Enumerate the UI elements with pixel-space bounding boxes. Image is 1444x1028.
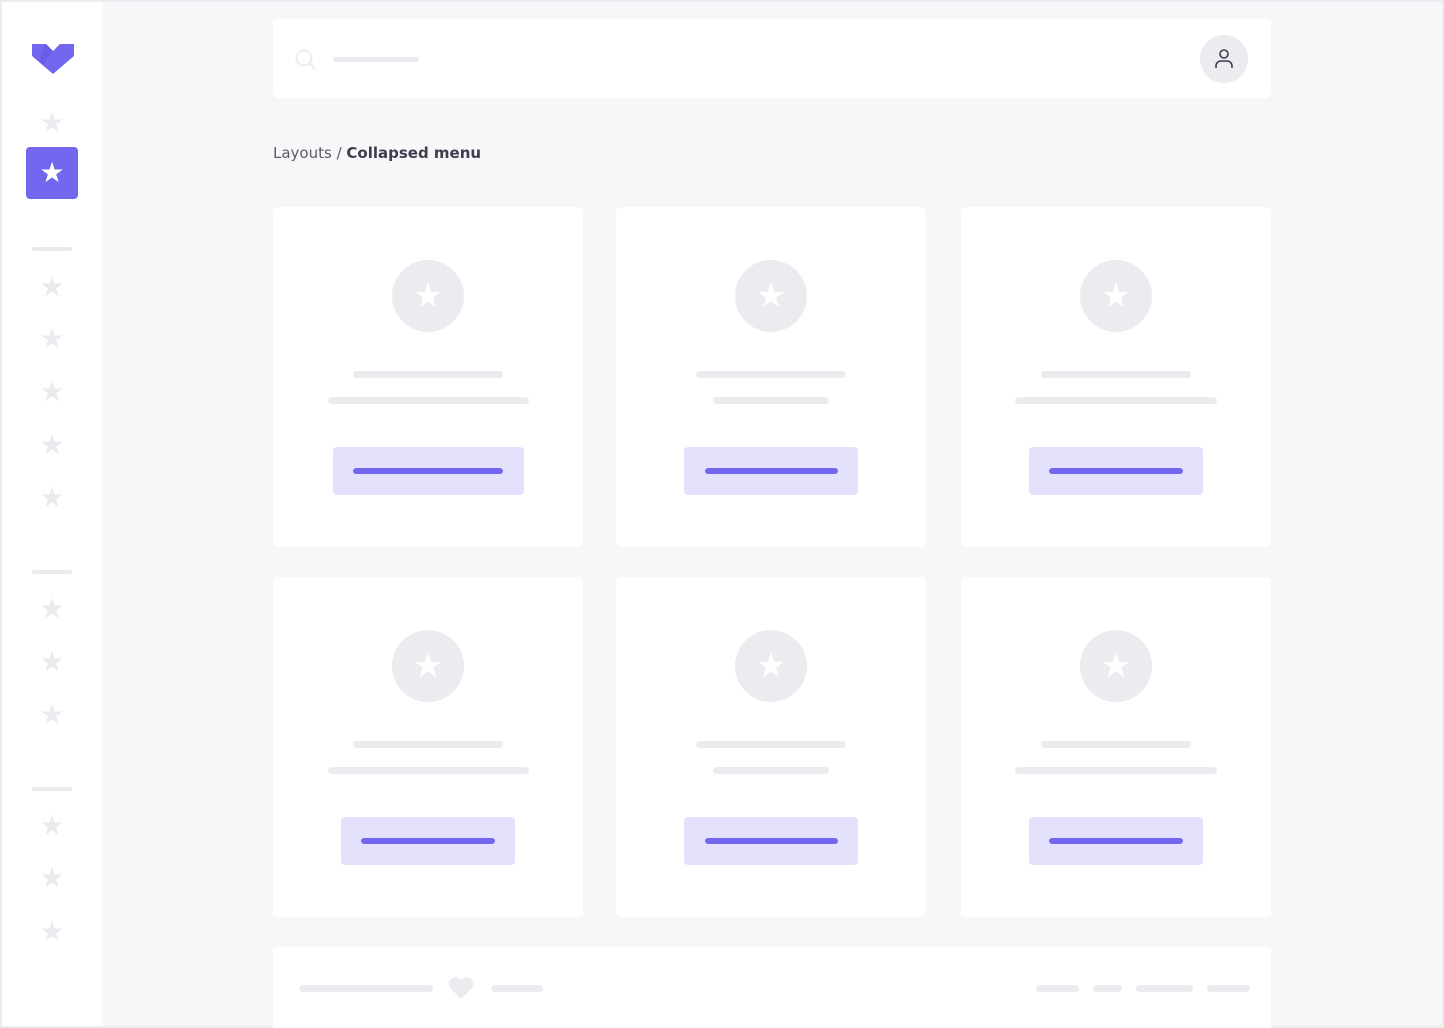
footer-link[interactable] (1036, 985, 1079, 992)
card-title-placeholder (1041, 371, 1191, 378)
star-icon: ★ (392, 630, 464, 702)
star-icon: ★ (39, 809, 65, 842)
sidebar-item[interactable]: ★ (38, 431, 66, 459)
card-title-placeholder (696, 741, 846, 748)
footer-link[interactable] (1136, 985, 1193, 992)
star-icon: ★ (392, 260, 464, 332)
breadcrumb-current: Collapsed menu (346, 144, 482, 162)
sidebar-item[interactable]: ★ (38, 701, 66, 729)
card-text-placeholder (1015, 397, 1217, 404)
card: ★ (616, 577, 926, 917)
footer-link[interactable] (1093, 985, 1122, 992)
card-button[interactable] (684, 817, 858, 865)
breadcrumb-parent[interactable]: Layouts (273, 144, 332, 162)
sidebar-item[interactable]: ★ (38, 378, 66, 406)
card-button[interactable] (333, 447, 524, 495)
button-label-placeholder (361, 838, 495, 844)
search-input[interactable] (333, 57, 419, 62)
button-label-placeholder (705, 468, 838, 474)
sidebar-item[interactable]: ★ (38, 484, 66, 512)
star-icon: ★ (39, 645, 65, 678)
button-label-placeholder (705, 838, 838, 844)
sidebar-item[interactable]: ★ (38, 864, 66, 892)
card-text-placeholder (713, 767, 829, 774)
user-icon (1215, 49, 1233, 68)
star-icon: ★ (735, 630, 807, 702)
button-label-placeholder (1049, 838, 1183, 844)
star-icon: ★ (39, 861, 65, 894)
brand-logo[interactable] (32, 44, 74, 74)
card-button[interactable] (1029, 447, 1203, 495)
star-icon: ★ (39, 322, 65, 355)
sidebar: ★ ★ ★ ★ ★ ★ ★ ★ ★ ★ ★ ★ ★ (2, 2, 102, 1026)
footer-text-placeholder (491, 985, 543, 992)
card-text-placeholder (328, 767, 529, 774)
sidebar-item[interactable]: ★ (38, 918, 66, 946)
avatar[interactable] (1200, 35, 1248, 83)
sidebar-item[interactable]: ★ (38, 648, 66, 676)
star-icon: ★ (39, 915, 65, 948)
star-icon: ★ (39, 106, 65, 139)
card: ★ (616, 207, 926, 547)
breadcrumb: Layouts / Collapsed menu (273, 144, 481, 162)
heart-icon (448, 977, 474, 999)
star-icon: ★ (39, 428, 65, 461)
breadcrumb-separator: / (331, 144, 347, 162)
sidebar-item[interactable]: ★ (38, 273, 66, 301)
star-icon: ★ (735, 260, 807, 332)
footer (273, 947, 1271, 1028)
sidebar-divider (32, 570, 72, 574)
card-title-placeholder (353, 371, 503, 378)
button-label-placeholder (353, 468, 503, 474)
card-title-placeholder (696, 371, 846, 378)
sidebar-item[interactable]: ★ (38, 109, 66, 137)
card: ★ (273, 577, 583, 917)
sidebar-divider (32, 247, 72, 251)
card: ★ (273, 207, 583, 547)
card-title-placeholder (1041, 741, 1191, 748)
card: ★ (961, 577, 1271, 917)
card-text-placeholder (328, 397, 529, 404)
star-icon: ★ (39, 270, 65, 303)
card-text-placeholder (713, 397, 829, 404)
star-icon: ★ (39, 375, 65, 408)
card-title-placeholder (353, 741, 503, 748)
top-navbar (273, 19, 1271, 98)
sidebar-item[interactable]: ★ (38, 595, 66, 623)
sidebar-item-active[interactable]: ★ (26, 147, 78, 199)
footer-text-placeholder (299, 985, 433, 992)
star-icon: ★ (39, 698, 65, 731)
card-button[interactable] (684, 447, 858, 495)
star-icon: ★ (39, 592, 65, 625)
button-label-placeholder (1049, 468, 1183, 474)
sidebar-divider (32, 787, 72, 791)
sidebar-item[interactable]: ★ (38, 812, 66, 840)
star-icon: ★ (1080, 630, 1152, 702)
card-button[interactable] (341, 817, 515, 865)
card-button[interactable] (1029, 817, 1203, 865)
sidebar-item[interactable]: ★ (38, 325, 66, 353)
search-icon[interactable] (295, 49, 317, 71)
star-icon: ★ (39, 156, 65, 189)
star-icon: ★ (1080, 260, 1152, 332)
card: ★ (961, 207, 1271, 547)
footer-link[interactable] (1207, 985, 1250, 992)
card-text-placeholder (1015, 767, 1217, 774)
star-icon: ★ (39, 481, 65, 514)
